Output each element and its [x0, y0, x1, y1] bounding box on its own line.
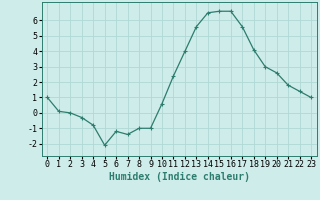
X-axis label: Humidex (Indice chaleur): Humidex (Indice chaleur)	[109, 172, 250, 182]
